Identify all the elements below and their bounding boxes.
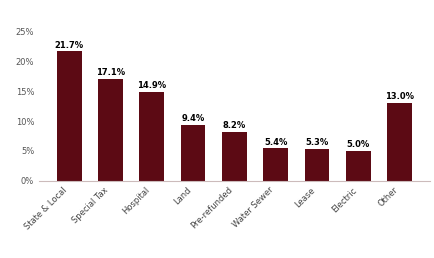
- Bar: [98, 79, 123, 181]
- Bar: [139, 92, 164, 181]
- Bar: [57, 51, 82, 181]
- Bar: [263, 148, 288, 181]
- Text: 13.0%: 13.0%: [385, 92, 414, 101]
- Text: 5.4%: 5.4%: [264, 138, 287, 147]
- Text: 14.9%: 14.9%: [137, 81, 166, 90]
- Bar: [387, 103, 412, 181]
- Text: 17.1%: 17.1%: [96, 68, 125, 77]
- Text: 21.7%: 21.7%: [55, 41, 84, 50]
- Bar: [222, 132, 247, 181]
- Bar: [181, 125, 205, 181]
- Text: 5.0%: 5.0%: [347, 140, 370, 149]
- Bar: [346, 151, 371, 181]
- Text: 9.4%: 9.4%: [181, 114, 205, 123]
- Text: 5.3%: 5.3%: [305, 138, 329, 147]
- Bar: [305, 149, 329, 181]
- Text: 8.2%: 8.2%: [223, 121, 246, 130]
